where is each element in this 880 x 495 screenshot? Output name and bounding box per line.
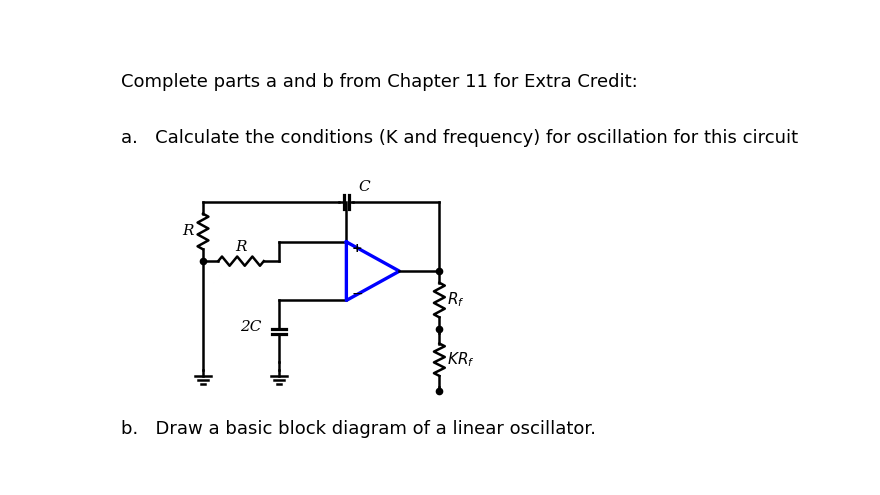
Text: a.   Calculate the conditions (K and frequency) for oscillation for this circuit: a. Calculate the conditions (K and frequ… — [121, 129, 798, 147]
Text: −: − — [352, 287, 363, 301]
Text: C: C — [359, 180, 370, 194]
Text: Complete parts a and b from Chapter 11 for Extra Credit:: Complete parts a and b from Chapter 11 f… — [121, 73, 638, 91]
Text: 2C: 2C — [240, 320, 262, 334]
Text: b.   Draw a basic block diagram of a linear oscillator.: b. Draw a basic block diagram of a linea… — [121, 420, 596, 438]
Text: $KR_f$: $KR_f$ — [447, 350, 475, 369]
Text: +: + — [352, 242, 363, 254]
Text: R: R — [235, 240, 246, 254]
Text: $R_f$: $R_f$ — [447, 291, 465, 309]
Text: R: R — [182, 225, 194, 239]
